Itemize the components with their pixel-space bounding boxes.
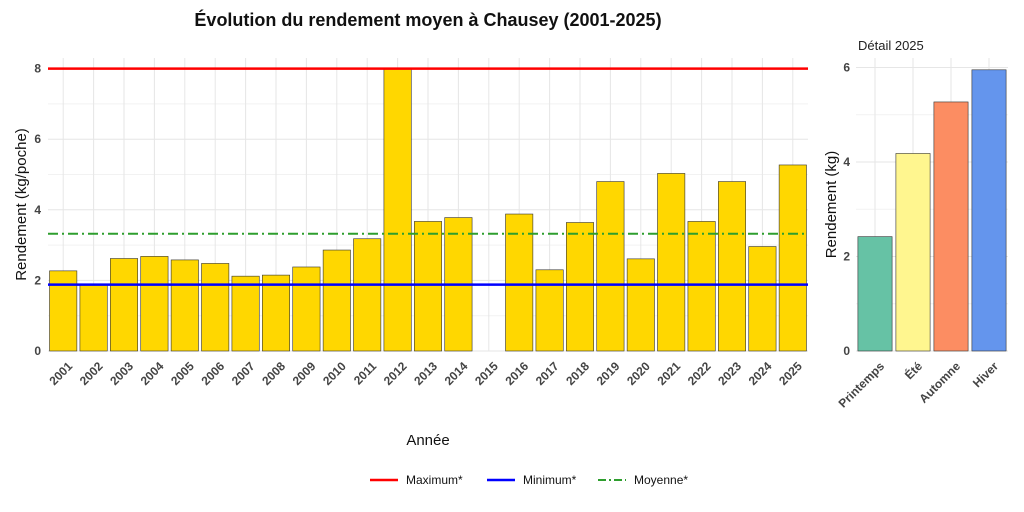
y-tick-label: 6 xyxy=(34,132,41,146)
y-tick-label: 0 xyxy=(34,344,41,358)
x-tick-label: 2016 xyxy=(502,359,531,388)
x-tick-label: 2008 xyxy=(259,359,288,388)
x-tick-label: 2023 xyxy=(715,359,744,388)
x-tick-label: 2009 xyxy=(290,359,319,388)
bar xyxy=(748,246,777,352)
x-tick-label: Hiver xyxy=(970,359,1001,390)
main-chart: 0 2 4 6 8 2001 2002 2003 2004 2005 2006 2007 2008 200… xyxy=(13,9,808,449)
bar xyxy=(895,153,931,352)
bar xyxy=(140,256,169,352)
x-tick-label: Été xyxy=(901,358,925,382)
y-tick-label: 6 xyxy=(843,60,850,74)
x-tick-label: 2018 xyxy=(563,359,592,388)
legend: Maximum* Minimum* Moyenne* xyxy=(370,473,688,487)
bar xyxy=(110,258,138,352)
x-tick-label: 2012 xyxy=(381,359,410,388)
x-tick-label: 2004 xyxy=(138,359,167,388)
bar xyxy=(201,263,230,352)
bar xyxy=(657,173,686,352)
x-tick-label: 2001 xyxy=(46,359,75,388)
bar xyxy=(505,213,534,352)
x-tick-label: 2019 xyxy=(594,359,623,388)
x-tick-label: 2005 xyxy=(168,359,197,388)
x-tick-label: 2025 xyxy=(776,359,805,388)
x-tick-label: 2011 xyxy=(351,359,380,388)
bar xyxy=(322,249,351,352)
bar xyxy=(79,284,108,352)
detail-title: Détail 2025 xyxy=(858,38,924,53)
bar xyxy=(353,238,382,352)
bar xyxy=(535,269,564,352)
bar xyxy=(170,259,199,352)
x-tick-label: 2007 xyxy=(229,359,258,388)
x-tick-label: 2013 xyxy=(411,359,440,388)
bar xyxy=(687,221,716,352)
x-tick-label: 2024 xyxy=(746,359,775,388)
chart-title: Évolution du rendement moyen à Chausey (… xyxy=(194,9,661,30)
bar xyxy=(971,69,1007,352)
y-tick-label: 0 xyxy=(843,344,850,358)
bar xyxy=(383,68,412,352)
x-tick-label: 2020 xyxy=(624,359,653,388)
legend-label: Minimum* xyxy=(523,473,577,487)
x-axis-title: Année xyxy=(406,432,449,449)
bar xyxy=(49,270,78,352)
y-tick-label: 4 xyxy=(843,155,850,169)
bar xyxy=(566,222,594,352)
x-tick-label: Printemps xyxy=(836,359,888,411)
x-tick-label: 2014 xyxy=(442,359,471,388)
x-tick-label: 2015 xyxy=(472,359,501,388)
x-tick-label: 2017 xyxy=(533,359,562,388)
bar xyxy=(414,221,442,352)
bar xyxy=(933,101,969,352)
bar xyxy=(596,181,625,352)
legend-label: Maximum* xyxy=(406,473,463,487)
x-tick-label: 2021 xyxy=(654,359,683,388)
bar xyxy=(262,274,290,352)
x-tick-label: 2003 xyxy=(107,359,136,388)
bar xyxy=(626,258,655,352)
x-tick-label: 2022 xyxy=(685,359,714,388)
y-tick-label: 2 xyxy=(843,249,850,263)
bar xyxy=(718,181,746,352)
x-tick-label: 2006 xyxy=(198,359,227,388)
y-tick-label: 4 xyxy=(34,203,41,217)
y-tick-label: 2 xyxy=(34,273,41,287)
y-axis-title: Rendement (kg/poche) xyxy=(13,128,30,281)
bar xyxy=(778,164,807,352)
legend-label: Moyenne* xyxy=(634,473,688,487)
y-tick-label: 8 xyxy=(34,62,41,76)
bar xyxy=(231,275,260,352)
x-tick-label: Automne xyxy=(916,359,963,406)
x-tick-label: 2002 xyxy=(77,359,106,388)
x-tick-label: 2010 xyxy=(320,359,349,388)
bar xyxy=(292,266,321,352)
bar xyxy=(857,236,893,352)
y-axis-title: Rendement (kg) xyxy=(823,151,840,259)
